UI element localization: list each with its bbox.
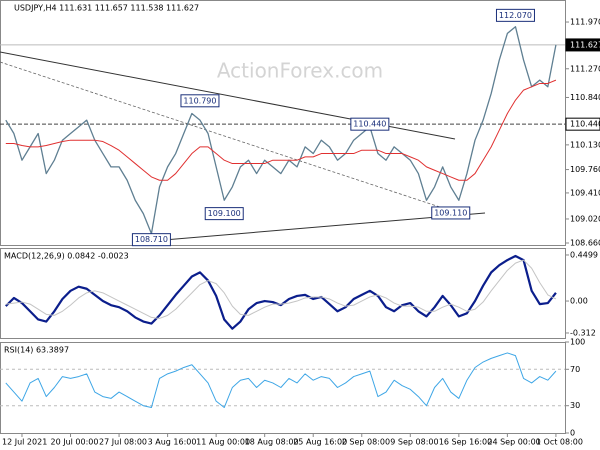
annotation-label: 108.710	[135, 235, 168, 244]
y-tick-label: 111.970	[570, 18, 600, 27]
x-tick-label: 24 Sep 00:00	[487, 438, 540, 447]
price-frame	[0, 0, 566, 246]
price-marker	[565, 38, 600, 52]
x-tick-label: 20 Jul 00:00	[51, 438, 99, 447]
x-tick-label: 1 Oct 08:00	[536, 438, 583, 447]
x-tick-label: 25 Aug 16:00	[293, 438, 347, 447]
trendline	[0, 61, 456, 213]
x-tick-label: 2 Sep 08:00	[342, 438, 390, 447]
annotation-box	[431, 206, 471, 220]
y-tick-label: 108.660	[570, 238, 600, 247]
annotation-label: 110.790	[183, 96, 216, 105]
y-tick-label: 0	[570, 429, 575, 438]
macd-frame	[0, 248, 566, 339]
annotation-box	[131, 233, 171, 247]
y-tick-label: 109.020	[570, 214, 600, 223]
price-marker-label: 111.627	[570, 40, 600, 49]
x-tick-label: 27 Jul 08:00	[99, 438, 147, 447]
y-tick-label: 30	[570, 401, 580, 410]
y-tick-label: 0.4499	[570, 250, 598, 259]
y-tick-label: 110.130	[570, 140, 600, 149]
series-line	[5, 26, 557, 235]
chart-title: RSI(14) 63.3897	[4, 346, 69, 355]
rsi-frame	[0, 342, 566, 434]
annotation-label: 112.070	[499, 11, 532, 20]
series-line	[5, 79, 557, 181]
y-tick-label: 109.760	[570, 165, 600, 174]
chart-title: USDJPY,H4 111.631 111.657 111.538 111.62…	[14, 4, 199, 13]
watermark: ActionForex.com	[217, 59, 383, 83]
chart-title: MACD(12,26,9) 0.0842 -0.0023	[4, 252, 129, 261]
annotation-box	[495, 8, 535, 22]
annotation-box	[204, 207, 244, 221]
annotation-box	[180, 94, 220, 108]
x-tick-label: 16 Sep 16:00	[439, 438, 492, 447]
x-tick-label: 11 Aug 00:00	[196, 438, 250, 447]
y-tick-label: 0.00	[570, 297, 588, 306]
y-tick-label: 110.840	[570, 93, 600, 102]
x-tick-label: 3 Aug 16:00	[148, 438, 197, 447]
y-tick-label: 109.410	[570, 188, 600, 197]
x-tick-label: 9 Sep 08:00	[390, 438, 438, 447]
y-tick-label: 111.270	[570, 64, 600, 73]
series-line	[5, 259, 557, 319]
price-marker-label: 110.440	[570, 120, 600, 129]
x-tick-label: 12 Jul 2021	[2, 438, 47, 447]
annotation-label: 110.440	[353, 120, 386, 129]
y-tick-label: 100	[570, 338, 585, 347]
annotation-label: 109.110	[434, 208, 467, 217]
y-tick-label: 70	[570, 365, 580, 374]
series-line	[5, 352, 557, 409]
y-tick-label: -0.312	[570, 328, 596, 337]
x-tick-label: 18 Aug 08:00	[245, 438, 299, 447]
series-line	[5, 254, 557, 330]
price-marker	[565, 117, 600, 131]
trendline	[151, 212, 486, 242]
annotation-label: 109.100	[208, 209, 241, 218]
annotation-box	[350, 117, 390, 131]
